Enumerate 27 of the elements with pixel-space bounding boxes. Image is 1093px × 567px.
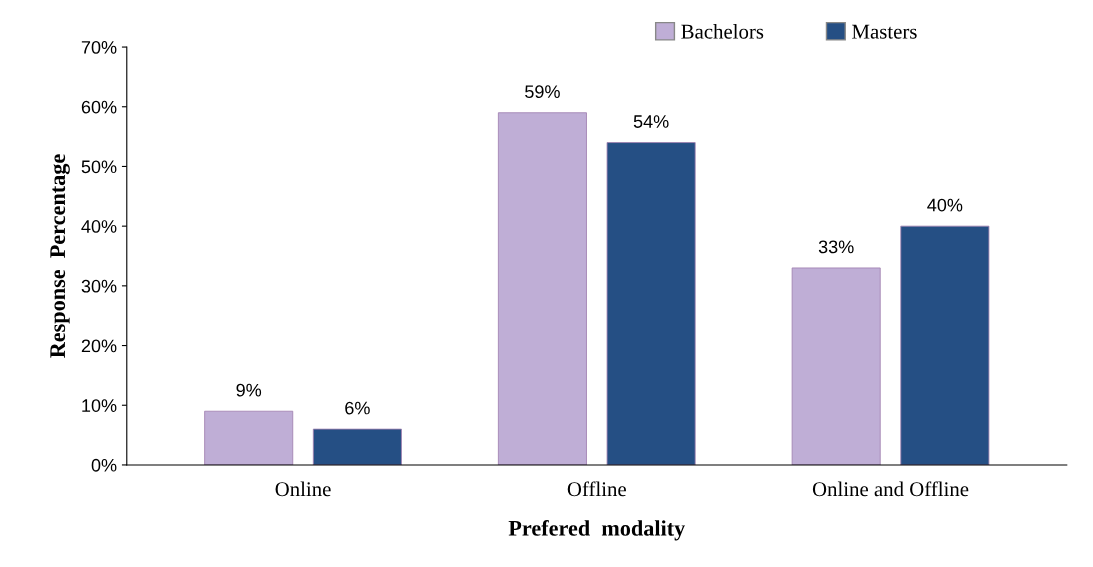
y-tick-label: 30% — [81, 279, 117, 293]
x-tick-label: Offline — [567, 481, 626, 497]
data-label: 59% — [525, 85, 560, 99]
bar — [497, 112, 587, 465]
x-tick-label: Online — [275, 481, 331, 497]
y-tick-label: 60% — [81, 100, 117, 114]
data-label: 33% — [818, 240, 854, 254]
x-tick-label: Online and Offline — [812, 481, 969, 497]
legend-label: Masters — [852, 24, 917, 39]
legend-label: Bachelors — [681, 24, 764, 39]
y-tick-label: 20% — [81, 339, 117, 353]
x-axis-title: Prefered modality — [508, 519, 686, 541]
bar — [606, 142, 696, 465]
y-axis-title: Response Percentage — [50, 154, 70, 358]
y-tick-label: 70% — [81, 41, 117, 54]
bar — [312, 428, 402, 465]
bar — [900, 225, 990, 465]
data-label: 40% — [927, 198, 963, 212]
data-label: 6% — [345, 401, 370, 415]
y-tick-label: 50% — [81, 160, 117, 174]
y-tick-label: 40% — [81, 220, 117, 233]
data-label: 9% — [236, 383, 262, 397]
data-label: 54% — [633, 115, 669, 128]
bar — [204, 410, 294, 465]
y-tick-label: 0% — [91, 458, 117, 472]
bar — [791, 267, 881, 465]
y-tick-label: 10% — [82, 399, 117, 412]
